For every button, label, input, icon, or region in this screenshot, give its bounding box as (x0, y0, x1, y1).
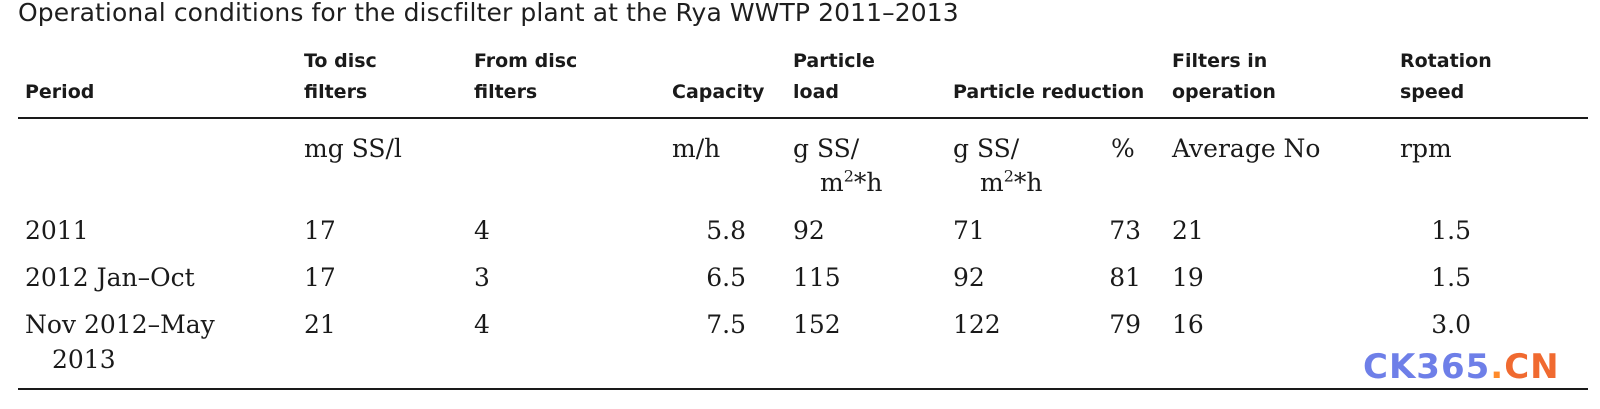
unit-reduction-percent: % (1111, 134, 1135, 163)
header-to-disc-line1: To disc (304, 50, 377, 72)
header-filters-line1: Filters in (1172, 50, 1268, 72)
unit-reduction-mass-line2: m2*h (980, 166, 1043, 197)
header-particle-load-line1: Particle (793, 50, 875, 72)
row3-to-disc: 21 (304, 310, 336, 339)
row3-filters: 16 (1172, 310, 1204, 339)
row2-reduction-mass: 92 (953, 263, 985, 292)
row1-particle-load: 92 (793, 216, 825, 245)
row2-capacity: 6.5 (706, 263, 746, 292)
row2-from-disc: 3 (474, 263, 490, 292)
header-filters-line2: operation (1172, 81, 1276, 103)
header-from-disc-line1: From disc (474, 50, 578, 72)
header-capacity: Capacity (672, 81, 765, 103)
row2-rotation: 1.5 (1431, 263, 1471, 292)
row3-capacity: 7.5 (706, 310, 746, 339)
unit-reduction-mass-line1: g SS/ (953, 134, 1020, 163)
header-particle-load-line2: load (793, 81, 839, 103)
unit-filters: Average No (1172, 134, 1321, 163)
bottom-rule (18, 388, 1588, 390)
row1-filters: 21 (1172, 216, 1204, 245)
unit-rotation: rpm (1400, 134, 1452, 163)
header-from-disc-line2: filters (474, 81, 538, 103)
unit-particle-load-line1: g SS/ (793, 134, 860, 163)
table-caption: Operational conditions for the discfilte… (18, 0, 959, 27)
row1-rotation: 1.5 (1431, 216, 1471, 245)
row3-period-line2: 2013 (52, 345, 116, 374)
row3-reduction-percent: 79 (1109, 310, 1141, 339)
row1-to-disc: 17 (304, 216, 336, 245)
header-to-disc-line2: filters (304, 81, 368, 103)
header-particle-reduction: Particle reduction (953, 81, 1145, 103)
row3-particle-load: 152 (793, 310, 841, 339)
row3-rotation: 3.0 (1431, 310, 1471, 339)
row3-period-line1: Nov 2012–May (25, 310, 215, 339)
row3-reduction-mass: 122 (953, 310, 1001, 339)
row1-from-disc: 4 (474, 216, 490, 245)
row2-reduction-percent: 81 (1109, 263, 1141, 292)
unit-particle-load-line2: m2*h (820, 166, 883, 197)
row2-particle-load: 115 (793, 263, 841, 292)
unit-to-disc: mg SS/l (304, 134, 402, 163)
row1-reduction-mass: 71 (953, 216, 985, 245)
header-period: Period (25, 81, 95, 103)
row2-filters: 19 (1172, 263, 1204, 292)
row2-period: 2012 Jan–Oct (25, 263, 195, 292)
row1-reduction-percent: 73 (1109, 216, 1141, 245)
row2-to-disc: 17 (304, 263, 336, 292)
header-rotation-line1: Rotation (1400, 50, 1492, 72)
unit-capacity: m/h (672, 134, 721, 163)
header-rule (18, 117, 1588, 119)
header-rotation-line2: speed (1400, 81, 1465, 103)
row3-from-disc: 4 (474, 310, 490, 339)
row1-period: 2011 (25, 216, 89, 245)
watermark-logo: CK365.CN (1363, 347, 1560, 387)
row1-capacity: 5.8 (706, 216, 746, 245)
